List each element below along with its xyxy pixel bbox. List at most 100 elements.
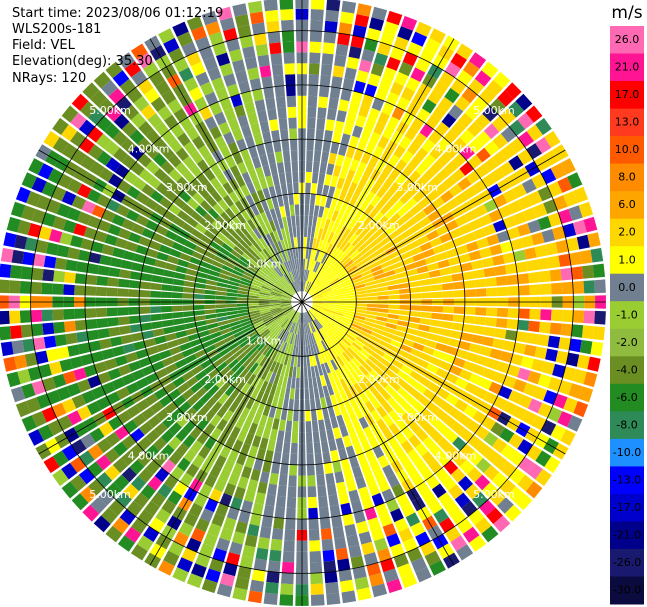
velocity-bin xyxy=(286,409,293,421)
velocity-bin xyxy=(284,308,294,316)
velocity-bin xyxy=(156,251,169,262)
velocity-bin xyxy=(418,216,432,228)
velocity-bin xyxy=(439,360,453,372)
velocity-bin xyxy=(409,203,423,216)
velocity-bin xyxy=(499,161,515,177)
ray xyxy=(232,312,300,601)
velocity-bin xyxy=(237,336,249,345)
velocity-bin xyxy=(216,282,228,288)
velocity-bin xyxy=(474,204,488,218)
velocity-bin xyxy=(294,281,299,292)
velocity-bin xyxy=(260,330,271,340)
velocity-bin xyxy=(351,236,362,247)
velocity-bin xyxy=(313,274,321,285)
velocity-bin xyxy=(311,306,322,312)
velocity-bin xyxy=(394,518,409,533)
velocity-bin xyxy=(338,569,353,582)
velocity-bin xyxy=(502,340,516,352)
velocity-bin xyxy=(592,263,605,278)
velocity-bin xyxy=(43,255,57,269)
velocity-bin xyxy=(283,307,293,315)
velocity-bin xyxy=(257,269,268,278)
velocity-bin xyxy=(303,312,306,324)
velocity-bin xyxy=(306,139,315,151)
velocity-bin xyxy=(479,88,496,105)
velocity-bin xyxy=(255,378,265,390)
range-ring-label: 3.00km xyxy=(166,411,208,424)
velocity-bin xyxy=(78,249,91,262)
velocity-bin xyxy=(472,325,485,335)
velocity-bin xyxy=(310,594,325,606)
velocity-bin xyxy=(41,406,57,423)
velocity-bin xyxy=(255,425,265,438)
velocity-bin xyxy=(59,232,73,246)
velocity-bin xyxy=(538,321,551,334)
velocity-bin xyxy=(255,166,265,179)
velocity-bin xyxy=(244,56,258,70)
velocity-bin xyxy=(377,478,390,493)
velocity-bin xyxy=(232,531,246,545)
velocity-bin xyxy=(339,390,349,403)
velocity-bin xyxy=(196,173,209,186)
velocity-bin xyxy=(104,123,121,139)
velocity-bin xyxy=(228,235,239,246)
velocity-bin xyxy=(246,410,256,423)
velocity-bin xyxy=(331,221,340,234)
velocity-bin xyxy=(462,323,475,333)
velocity-bin xyxy=(31,208,46,224)
velocity-bin xyxy=(363,38,378,52)
velocity-bin xyxy=(367,304,378,308)
velocity-bin xyxy=(369,573,385,587)
velocity-bin xyxy=(272,311,283,318)
velocity-bin xyxy=(360,269,373,277)
velocity-bin xyxy=(469,52,487,69)
velocity-bin xyxy=(313,205,320,217)
velocity-bin xyxy=(369,223,381,235)
velocity-bin xyxy=(326,483,337,496)
velocity-bin xyxy=(458,253,471,264)
velocity-bin xyxy=(28,158,44,175)
velocity-bin xyxy=(17,369,31,385)
velocity-bin xyxy=(265,346,274,358)
velocity-bin xyxy=(558,380,573,396)
velocity-bin xyxy=(239,280,251,287)
velocity-bin xyxy=(85,308,97,319)
velocity-bin xyxy=(560,158,576,175)
velocity-bin xyxy=(229,320,241,328)
velocity-bin xyxy=(154,204,168,217)
velocity-bin xyxy=(164,401,178,415)
velocity-bin xyxy=(314,319,322,329)
velocity-bin xyxy=(285,309,295,317)
velocity-bin xyxy=(201,339,214,349)
velocity-bin xyxy=(215,312,228,318)
velocity-bin xyxy=(56,346,70,360)
velocity-bin xyxy=(70,112,87,130)
velocity-bin xyxy=(309,286,318,295)
velocity-bin xyxy=(267,31,281,44)
velocity-bin xyxy=(238,80,251,94)
velocity-bin xyxy=(163,210,177,222)
velocity-bin xyxy=(520,356,534,369)
velocity-bin xyxy=(336,110,347,123)
velocity-bin xyxy=(135,214,149,227)
velocity-bin xyxy=(286,215,292,228)
velocity-bin xyxy=(238,224,249,236)
velocity-bin xyxy=(434,467,450,483)
velocity-bin xyxy=(223,482,236,497)
velocity-bin xyxy=(375,503,389,517)
velocity-bin xyxy=(196,431,210,445)
velocity-bin xyxy=(372,211,384,223)
velocity-bin xyxy=(282,398,289,410)
velocity-bin xyxy=(466,241,479,252)
velocity-bin xyxy=(226,507,240,521)
velocity-bin xyxy=(275,314,285,322)
velocity-bin xyxy=(323,560,337,573)
velocity-bin xyxy=(284,308,294,316)
velocity-bin xyxy=(221,242,233,253)
velocity-bin xyxy=(309,355,314,367)
velocity-bin xyxy=(517,319,530,331)
velocity-bin xyxy=(96,318,109,329)
velocity-bin xyxy=(198,330,210,338)
velocity-bin xyxy=(237,429,248,443)
velocity-bin xyxy=(312,431,320,443)
